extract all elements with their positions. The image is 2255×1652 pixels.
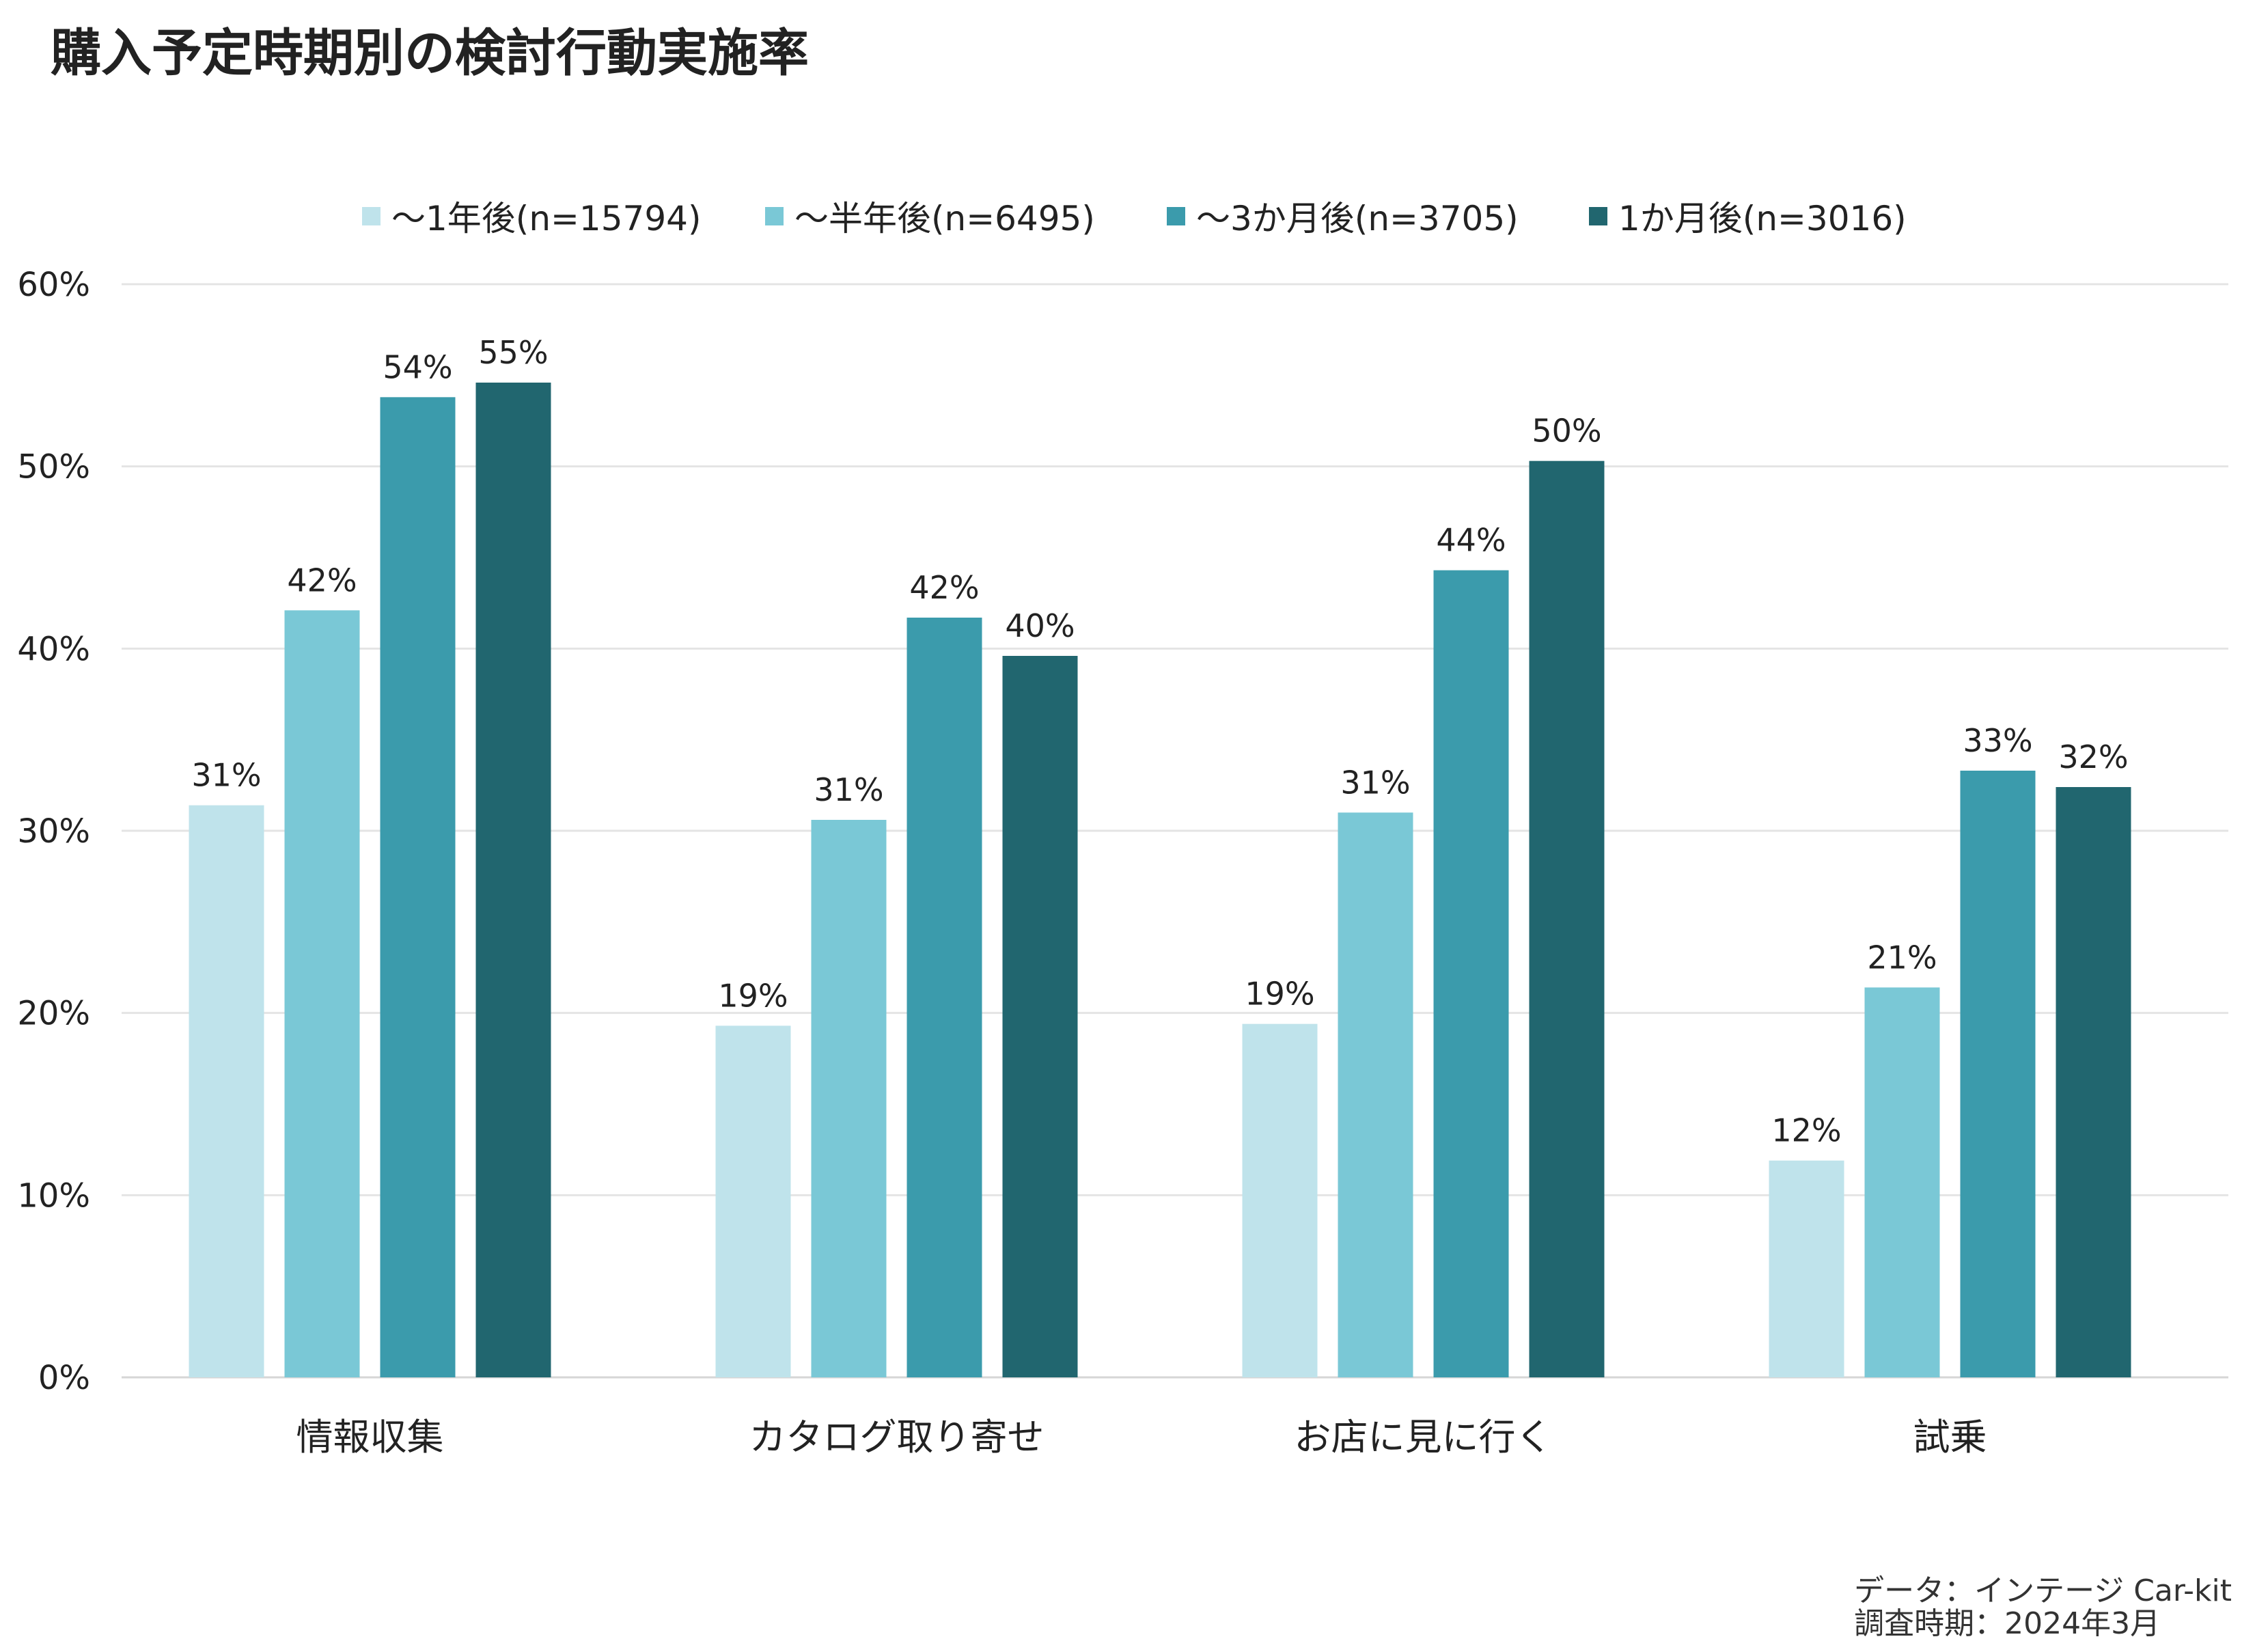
legend-item-1mo: 1か月後(n=3016) [1589,189,1907,243]
legend-item-3mo: ～3か月後(n=3705) [1167,189,1519,243]
bar [1960,771,2036,1377]
y-tick-label: 50% [17,448,90,486]
data-label: 31% [814,771,883,808]
data-label: 31% [1340,764,1410,801]
y-tick-label: 60% [17,266,90,304]
data-label: 33% [1963,722,2032,759]
bar [380,397,456,1378]
bar [715,1025,791,1377]
data-label: 19% [1245,976,1314,1013]
data-label: 32% [2058,739,2128,775]
x-tick-label: 情報収集 [296,1416,444,1459]
y-tick-label: 20% [17,995,90,1033]
data-label: 44% [1436,522,1506,559]
legend-item-1yr: ～1年後(n=15794) [362,189,701,243]
bar [284,610,360,1378]
data-label: 42% [287,562,357,598]
bar [1529,460,1605,1377]
bar [1242,1023,1318,1377]
legend-swatch [765,206,784,225]
data-label: 40% [1005,607,1075,644]
source-line: 調査時期：2024年3月 [1854,1606,2161,1641]
bars [189,383,2131,1378]
bar [2056,787,2131,1377]
x-tick-label: 試乗 [1913,1416,1987,1459]
legend-label: 1か月後(n=3016) [1618,199,1907,238]
data-label: 50% [1532,413,1601,450]
data-label: 19% [718,977,788,1014]
data-label: 12% [1771,1112,1841,1149]
data-label: 42% [909,569,979,606]
data-labels: 31% 42% 54% 55% 19% 31% 42% 40% 19% 31% 44% 50% 12% 2… [191,334,2128,1149]
y-axis: 0% 10% 20% 30% 40% 50% 60% [17,266,90,1397]
legend-label: ～3か月後(n=3705) [1196,199,1519,238]
bar [189,805,264,1377]
legend: ～1年後(n=15794) ～半年後(n=6495) ～3か月後(n=3705)… [0,189,2255,243]
bar [1864,987,1940,1377]
legend-swatch [1589,206,1607,225]
legend-label: ～半年後(n=6495) [794,199,1095,238]
y-tick-label: 40% [17,630,90,668]
bar [811,820,887,1377]
bar [1338,812,1413,1377]
y-tick-label: 30% [17,812,90,851]
bar [1002,656,1078,1377]
bar [1433,570,1509,1377]
bar-chart: 0% 10% 20% 30% 40% 50% 60% 31% 42% 54% 55% 19% 31% 4… [17,266,2228,1459]
bar [475,383,551,1377]
source-line: データ：インテージ Car-kit [1854,1573,2232,1608]
data-label: 54% [383,348,452,385]
source-note: データ：インテージ Car-kit 調査時期：2024年3月 [1854,1575,2232,1640]
y-tick-label: 10% [17,1176,90,1215]
bar [907,618,982,1377]
chart-title: 購入予定時期別の検討行動実施率 [51,24,809,83]
legend-item-6mo: ～半年後(n=6495) [765,189,1095,243]
x-axis: 情報収集 カタログ取り寄せ お店に見に行く 試乗 [296,1416,1987,1459]
legend-label: ～1年後(n=15794) [391,199,702,238]
bar [1769,1160,1844,1377]
legend-swatch [362,206,381,225]
x-tick-label: お店に見に行く [1295,1416,1553,1459]
y-tick-label: 0% [38,1359,90,1397]
data-label: 21% [1867,939,1937,976]
data-label: 55% [478,334,548,371]
legend-swatch [1167,206,1185,225]
data-label: 31% [191,757,261,794]
x-tick-label: カタログ取り寄せ [749,1416,1045,1459]
